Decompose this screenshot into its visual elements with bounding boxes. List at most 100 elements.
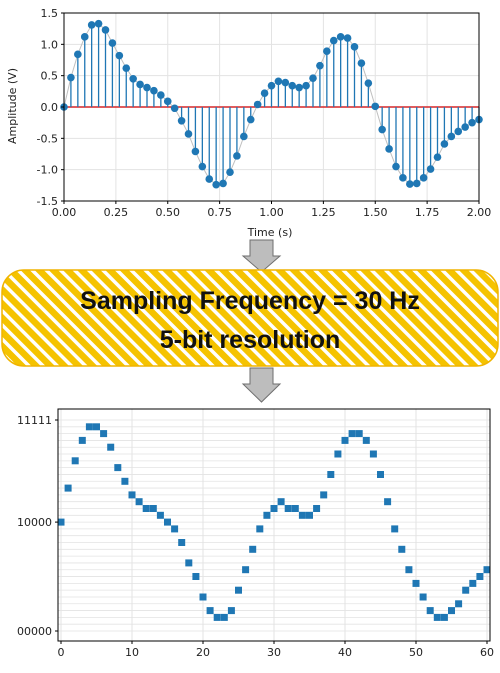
quantized-sample-marker bbox=[242, 566, 250, 574]
stem-marker bbox=[129, 75, 137, 83]
banner-line-2: 5-bit resolution bbox=[160, 326, 341, 354]
stem-marker bbox=[87, 21, 96, 29]
stem-marker bbox=[212, 180, 220, 189]
top-x-tick-label: 0.00 bbox=[52, 206, 77, 219]
stem-marker bbox=[143, 83, 151, 92]
quantized-sample-marker bbox=[313, 505, 321, 512]
bottom-y-tick-label: 00000 bbox=[17, 625, 52, 638]
top-x-tick-labels: 0.00 0.25 0.50 0.75 1.00 1.25 1.50 1.75 2.00 bbox=[52, 201, 491, 219]
stem-marker bbox=[136, 80, 144, 89]
stem-marker bbox=[80, 33, 89, 41]
bottom-x-tick-label: 60 bbox=[480, 646, 494, 659]
stem-marker bbox=[219, 179, 227, 188]
quantized-sample-marker bbox=[185, 559, 193, 567]
quantized-sample-marker bbox=[199, 593, 207, 601]
quantized-sample-marker bbox=[263, 511, 271, 519]
quantized-sample-marker bbox=[426, 607, 434, 615]
quantized-sample-markers bbox=[57, 423, 491, 621]
stem-marker bbox=[454, 127, 463, 136]
quantized-sample-marker bbox=[107, 443, 115, 451]
quantized-sample-marker bbox=[277, 498, 285, 506]
quantized-sample-marker bbox=[306, 511, 313, 519]
quantized-sample-marker bbox=[220, 613, 228, 621]
quantized-sample-marker bbox=[462, 586, 470, 594]
quantized-sample-marker bbox=[85, 423, 93, 431]
quantized-sample-marker bbox=[100, 430, 108, 438]
bottom-y-tick-labels: 11111 10000 00000 bbox=[17, 414, 58, 638]
quantized-sample-marker bbox=[135, 498, 143, 506]
stem-marker bbox=[385, 145, 393, 153]
quantized-sample-marker bbox=[164, 518, 171, 526]
quantized-sample-marker bbox=[320, 491, 328, 499]
quantized-sample-marker bbox=[178, 539, 186, 546]
stem-marker bbox=[74, 50, 82, 59]
quantized-sample-marker bbox=[412, 579, 420, 587]
quantized-sample-marker bbox=[341, 436, 349, 444]
stem-marker bbox=[329, 36, 338, 45]
top-x-tick-label: 0.50 bbox=[156, 206, 181, 219]
banner-line-1: Sampling Frequency = 30 Hz bbox=[80, 287, 420, 315]
bottom-chart-grid bbox=[58, 409, 490, 641]
stem-marker bbox=[205, 175, 214, 183]
quantized-sample-marker bbox=[384, 498, 392, 506]
stem-marker bbox=[198, 162, 207, 171]
bottom-x-tick-label: 40 bbox=[338, 646, 352, 659]
stem-marker bbox=[246, 115, 255, 124]
down-arrow-icon bbox=[241, 239, 282, 273]
sampling-banner: Sampling Frequency = 30 Hz 5-bit resolut… bbox=[1, 269, 499, 367]
stem-marker bbox=[108, 39, 117, 47]
bottom-y-tick-label: 10000 bbox=[17, 516, 52, 529]
stem-marker bbox=[468, 118, 476, 127]
quantized-sample-marker bbox=[256, 525, 264, 533]
quantized-sample-marker bbox=[270, 505, 278, 512]
stem-marker bbox=[260, 89, 269, 98]
top-x-tick-label: 1.75 bbox=[415, 206, 440, 219]
quantized-sample-marker bbox=[440, 613, 448, 621]
top-y-tick-label: -1.0 bbox=[37, 164, 58, 177]
stem-marker bbox=[150, 86, 158, 95]
stem-marker bbox=[101, 26, 110, 34]
top-y-tick-label: -0.5 bbox=[37, 132, 58, 145]
stem-marker bbox=[191, 147, 200, 156]
quantized-sample-marker bbox=[398, 545, 406, 553]
stem-marker bbox=[177, 116, 186, 125]
stem-marker bbox=[433, 153, 442, 161]
top-x-tick-label: 0.25 bbox=[104, 206, 129, 219]
quantized-sample-marker bbox=[213, 613, 221, 621]
stem-marker bbox=[426, 165, 435, 173]
stem-marker bbox=[240, 132, 248, 141]
stem-marker bbox=[295, 83, 303, 92]
quantized-sample-marker bbox=[476, 573, 484, 580]
stem-marker bbox=[302, 81, 310, 90]
stem-marker bbox=[94, 19, 103, 28]
stem-marker bbox=[440, 140, 449, 148]
top-x-tick-label: 1.50 bbox=[363, 206, 388, 219]
stem-marker bbox=[343, 34, 352, 42]
quantized-sample-marker bbox=[64, 484, 72, 492]
stem-marker bbox=[157, 91, 165, 99]
quantized-sample-marker bbox=[171, 525, 179, 533]
x-axis-label: Time (s) bbox=[247, 226, 293, 239]
quantized-sample-marker bbox=[448, 607, 455, 615]
stem-marker bbox=[170, 104, 179, 113]
analog-signal-chart: 0.00 0.25 0.50 0.75 1.00 1.25 1.50 1.75 2.00 1.5… bbox=[6, 7, 491, 239]
quantized-sample-marker bbox=[114, 464, 122, 472]
bottom-x-tick-label: 10 bbox=[125, 646, 139, 659]
stem-marker bbox=[392, 162, 400, 171]
quantized-sample-marker bbox=[291, 505, 299, 512]
quantized-sample-marker bbox=[483, 566, 491, 574]
stem-marker bbox=[371, 102, 380, 111]
quantized-sample-marker bbox=[71, 457, 79, 465]
quantized-sample-marker bbox=[128, 491, 136, 499]
top-y-tick-labels: 1.5 1.0 0.5 0.0 -0.5 -1.0 -1.5 bbox=[37, 7, 64, 208]
stem-lines bbox=[70, 23, 480, 185]
stem-marker bbox=[316, 61, 324, 70]
bottom-x-tick-label: 50 bbox=[409, 646, 423, 659]
quantized-sample-marker bbox=[192, 573, 200, 580]
stem-marker bbox=[447, 132, 456, 141]
quantized-sample-marker bbox=[455, 600, 463, 608]
stem-marker bbox=[253, 100, 262, 109]
quantized-sample-marker bbox=[284, 505, 292, 512]
top-y-tick-label: 0.0 bbox=[41, 101, 59, 114]
